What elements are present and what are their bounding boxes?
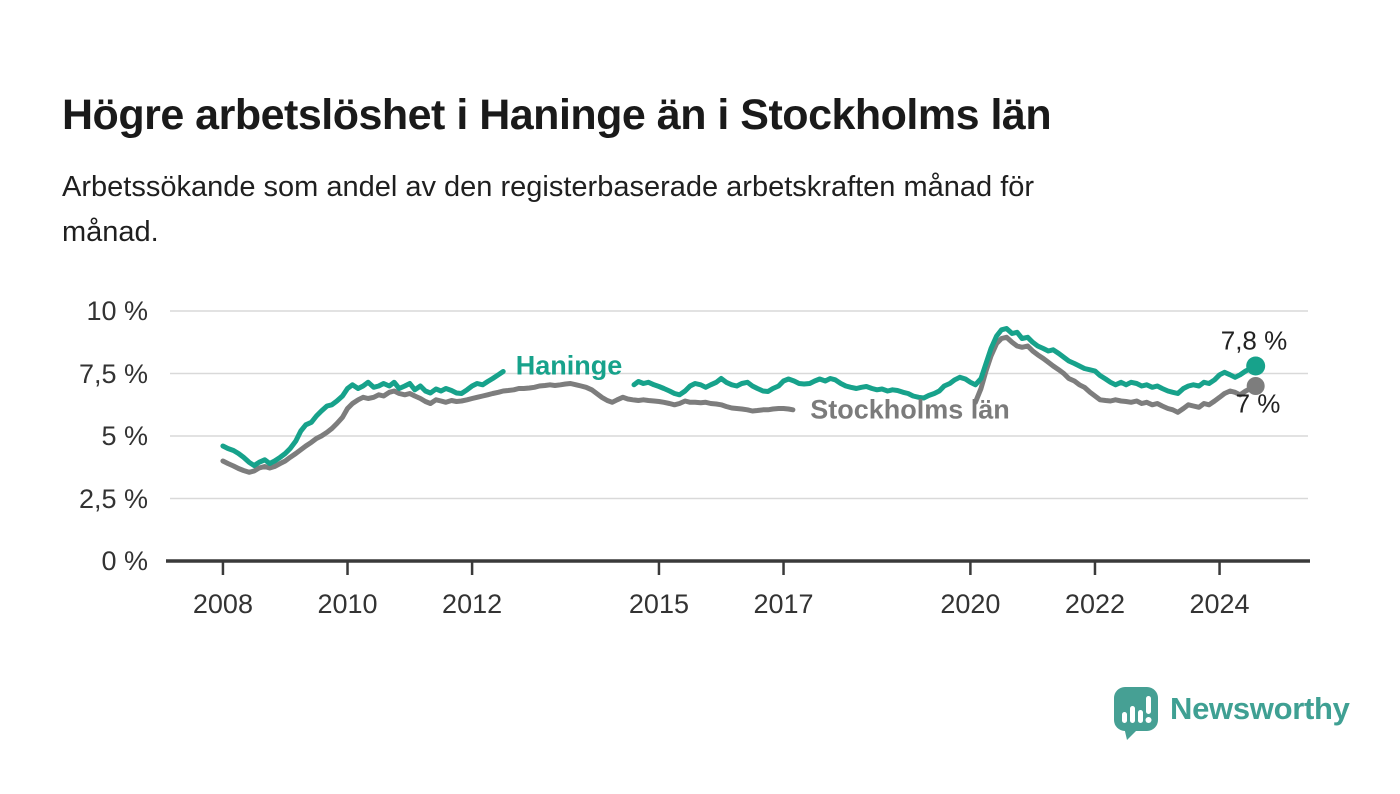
y-tick-label: 7,5 %	[78, 358, 148, 389]
end-value-label-stockholms-lan: 7 %	[1235, 388, 1281, 419]
series-label-haninge: Haninge	[515, 350, 623, 381]
newsworthy-speech-bubble-bar-chart-icon	[1114, 687, 1158, 740]
y-tick-label: 10 %	[86, 296, 148, 326]
subtitle-line-2: månad.	[62, 216, 159, 248]
x-tick-label: 2015	[628, 589, 689, 619]
logo-text: Newsworthy	[1170, 691, 1350, 726]
line-stockholms-lan	[972, 334, 1259, 415]
x-tick-label: 2020	[940, 589, 1001, 619]
x-tick-label: 2017	[753, 589, 814, 619]
end-value-label-haninge: 7,8 %	[1220, 325, 1288, 356]
line-haninge	[220, 369, 506, 468]
x-tick-label: 2010	[317, 589, 378, 619]
x-tick-label: 2024	[1189, 589, 1250, 619]
chart-subtitle: Arbetssökande som andel av den registerb…	[62, 165, 1272, 255]
end-dot-haninge	[1246, 356, 1266, 376]
newsworthy-logo: Newsworthy	[1113, 686, 1350, 740]
x-tick-label: 2012	[442, 589, 503, 619]
y-tick-label: 5 %	[101, 421, 148, 451]
end-dot-stockholms-lan	[1246, 377, 1265, 395]
y-tick-label: 2,5 %	[78, 483, 148, 514]
y-tick-label: 0 %	[101, 546, 148, 576]
line-stockholms-lan	[220, 381, 796, 475]
x-tick-label: 2022	[1064, 589, 1125, 619]
page-title: Högre arbetslöshet i Haninge än i Stockh…	[62, 90, 1052, 139]
line-haninge	[631, 326, 1259, 401]
subtitle-line-1: Arbetssökande som andel av den registerb…	[62, 171, 1035, 203]
x-tick-label: 2008	[192, 589, 253, 619]
series-label-stockholms-lan: Stockholms län	[810, 394, 1010, 425]
